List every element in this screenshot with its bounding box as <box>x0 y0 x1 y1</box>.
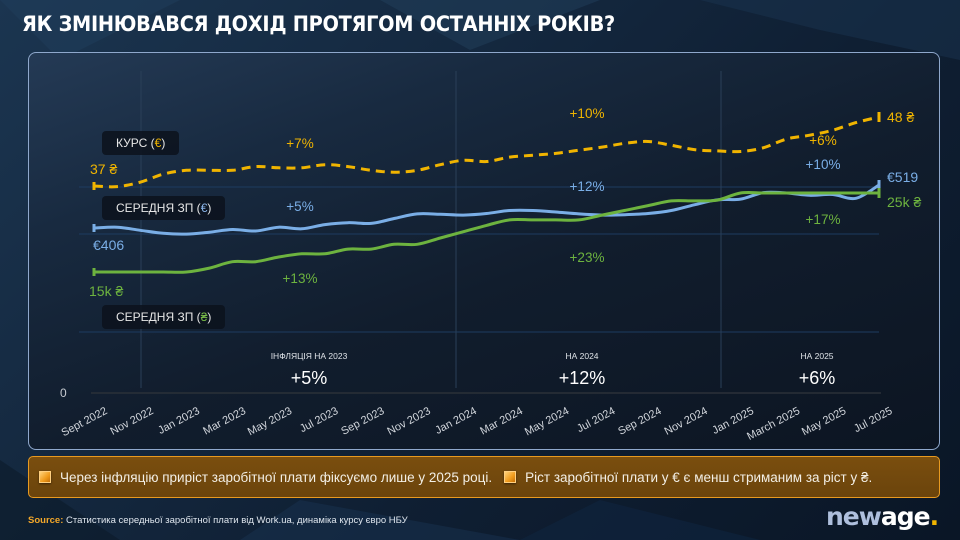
inflation-value: +12% <box>559 368 606 388</box>
series-line-salary_eur <box>93 183 880 236</box>
period-change-rate: +6% <box>809 133 836 148</box>
y-axis-zero-label: 0 <box>60 386 67 400</box>
page-title: ЯК ЗМІНЮВАВСЯ ДОХІД ПРОТЯГОМ ОСТАННІХ РО… <box>22 12 615 36</box>
x-tick-label: March 2025 <box>745 405 802 443</box>
period-change-salary_eur: +12% <box>570 179 605 194</box>
source-text: Статистика середньої заробітної плати ві… <box>66 515 408 526</box>
bullet-square-icon <box>504 471 517 483</box>
insight-callout: Через інфляцію приріст заробітної плати … <box>28 456 940 498</box>
x-tick-label: Nov 2023 <box>385 405 432 438</box>
legend-tag-salary-uah: СЕРЕДНЯ ЗП (₴) <box>102 305 226 329</box>
salary-uah-end-label: 25k ₴ <box>887 194 921 210</box>
inflation-label: НА 2024 <box>565 351 598 361</box>
salary-uah-start-label: 15k ₴ <box>89 283 123 299</box>
period-change-rate: +10% <box>570 106 605 121</box>
newage-logo: newage. <box>826 502 939 531</box>
x-tick-label: Nov 2024 <box>662 405 709 438</box>
x-tick-label: Mar 2023 <box>201 405 248 437</box>
x-tick-label: Jan 2023 <box>156 405 202 437</box>
x-tick-label: Mar 2024 <box>478 405 525 437</box>
x-tick-label: Nov 2022 <box>108 405 155 438</box>
salary-eur-end-label: €519 <box>887 169 918 185</box>
inflation-label: ІНФЛЯЦІЯ НА 2023 <box>271 351 348 361</box>
x-tick-label: May 2025 <box>800 405 848 438</box>
source-note: Source: Статистика середньої заробітної … <box>28 515 408 526</box>
x-tick-label: Sep 2024 <box>616 405 663 438</box>
inflation-value: +6% <box>799 368 836 388</box>
x-tick-label: Jul 2025 <box>852 405 894 435</box>
insight-text: Через інфляцію приріст заробітної плати … <box>60 469 493 485</box>
x-tick-label: Jul 2024 <box>575 405 617 435</box>
x-tick-label: May 2023 <box>246 405 294 438</box>
x-tick-label: Sept 2022 <box>59 405 109 439</box>
period-change-salary_uah: +23% <box>570 250 605 265</box>
chart-panel: 0 37 ₴ 48 ₴ €406 €519 15k ₴ 25k ₴ +7% +10% +6% +5… <box>28 52 940 450</box>
rate-start-label: 37 ₴ <box>90 161 117 177</box>
insight-item: Через інфляцію приріст заробітної плати … <box>39 470 492 485</box>
legend-tag-salary-eur: СЕРЕДНЯ ЗП (€) <box>102 196 226 220</box>
inflation-label: НА 2025 <box>800 351 833 361</box>
insight-item: Ріст заробітної плати у € є менш стриман… <box>504 470 872 485</box>
bullet-square-icon <box>39 471 51 483</box>
x-tick-label: May 2024 <box>523 405 571 438</box>
insight-text: Ріст заробітної плати у € є менш стриман… <box>525 469 873 485</box>
line-chart: 0 37 ₴ 48 ₴ €406 €519 15k ₴ 25k ₴ +7% +10% +6% +5… <box>59 71 921 443</box>
inflation-value: +5% <box>291 368 328 388</box>
period-change-salary_uah: +17% <box>806 212 841 227</box>
period-change-salary_eur: +10% <box>806 157 841 172</box>
salary-eur-start-label: €406 <box>93 237 124 253</box>
x-tick-label: Sep 2023 <box>339 405 386 438</box>
series-line-rate <box>93 115 880 189</box>
source-label: Source: <box>28 515 64 526</box>
x-tick-label: Jan 2024 <box>433 405 479 437</box>
period-change-salary_eur: +5% <box>286 199 313 214</box>
legend-tag-rate: КУРС (€) <box>102 131 180 155</box>
period-change-rate: +7% <box>286 136 313 151</box>
period-change-salary_uah: +13% <box>283 271 318 286</box>
x-tick-label: Jul 2023 <box>298 405 340 435</box>
rate-end-label: 48 ₴ <box>887 109 914 125</box>
